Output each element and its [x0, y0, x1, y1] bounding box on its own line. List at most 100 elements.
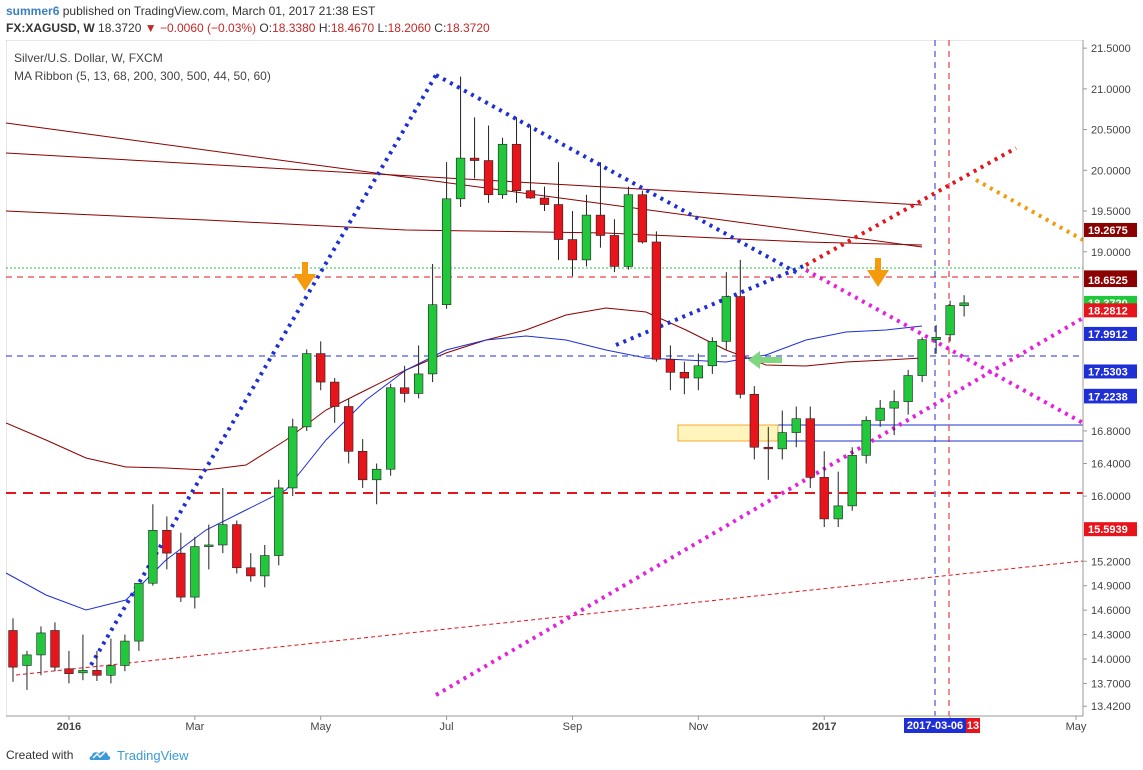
y-tick-label: 19.0000	[1091, 247, 1131, 259]
y-tick-label: 13.4200	[1091, 701, 1131, 713]
candle[interactable]	[134, 582, 144, 651]
candle[interactable]	[469, 117, 480, 179]
candle[interactable]	[931, 325, 941, 354]
candle-body	[106, 665, 116, 676]
candle[interactable]	[679, 361, 690, 395]
candle[interactable]	[819, 451, 829, 528]
candle[interactable]	[232, 520, 242, 574]
candle[interactable]	[777, 410, 787, 460]
candle[interactable]	[511, 117, 522, 203]
price-label: 19.2675	[1088, 225, 1128, 237]
candle[interactable]	[651, 231, 662, 362]
candle[interactable]	[497, 137, 508, 199]
candle[interactable]	[581, 194, 592, 267]
y-tick-label: 14.0000	[1091, 654, 1131, 666]
candle[interactable]	[483, 125, 494, 203]
candle[interactable]	[945, 300, 955, 342]
candle[interactable]	[917, 337, 927, 383]
candle[interactable]	[176, 532, 186, 602]
candle[interactable]	[330, 378, 340, 423]
candle[interactable]	[693, 353, 703, 391]
candle[interactable]	[78, 634, 88, 681]
tradingview-logo-icon[interactable]	[88, 744, 112, 764]
candle[interactable]	[805, 406, 815, 488]
price-chart[interactable]: Silver/U.S. Dollar, W, FXCM MA Ribbon (5…	[6, 40, 1143, 740]
candle[interactable]	[889, 390, 899, 436]
candle[interactable]	[427, 263, 438, 383]
candle[interactable]	[316, 341, 326, 391]
candle[interactable]	[162, 516, 172, 570]
candle[interactable]	[567, 211, 578, 277]
candle-body	[497, 143, 508, 196]
candle[interactable]	[903, 369, 913, 415]
candle[interactable]	[707, 337, 717, 374]
candle[interactable]	[763, 426, 773, 480]
candle[interactable]	[609, 219, 620, 273]
candle[interactable]	[441, 162, 452, 309]
candle-body	[637, 194, 648, 243]
candle[interactable]	[120, 634, 130, 672]
candle[interactable]	[22, 650, 32, 690]
candle[interactable]	[246, 553, 256, 582]
open-value: 18.3380	[272, 21, 316, 35]
chart-text: Silver/U.S. Dollar, W, FXCM MA Ribbon (5…	[14, 51, 271, 83]
y-tick-label: 16.4000	[1091, 459, 1131, 471]
candle[interactable]	[358, 439, 368, 488]
candle-body	[945, 305, 955, 336]
candle[interactable]	[875, 399, 885, 427]
candle[interactable]	[204, 524, 214, 570]
candle-body	[721, 296, 731, 342]
candle[interactable]	[525, 125, 536, 199]
candle[interactable]	[274, 479, 284, 566]
candle[interactable]	[190, 536, 200, 609]
candle[interactable]	[623, 186, 634, 270]
candle[interactable]	[260, 544, 270, 588]
candle[interactable]	[399, 365, 410, 403]
candle[interactable]	[833, 471, 843, 528]
demand-zone-box[interactable]	[677, 424, 779, 442]
indicator-label: MA Ribbon (5, 13, 68, 200, 300, 500, 44,…	[14, 69, 271, 83]
candle-body	[218, 524, 228, 546]
candle-body	[36, 632, 46, 656]
candle[interactable]	[218, 487, 228, 554]
candle[interactable]	[861, 416, 871, 464]
candle[interactable]	[539, 186, 550, 212]
candle[interactable]	[36, 626, 46, 676]
candle[interactable]	[413, 345, 424, 399]
chart-area[interactable]: Silver/U.S. Dollar, W, FXCM MA Ribbon (5…	[6, 40, 1143, 740]
candle[interactable]	[288, 418, 298, 497]
candle[interactable]	[386, 383, 396, 476]
candle[interactable]	[302, 349, 312, 431]
tradingview-link[interactable]: TradingView	[117, 748, 189, 763]
candle[interactable]	[92, 650, 102, 681]
candle-body	[22, 654, 32, 666]
candle-body	[707, 341, 717, 367]
candle[interactable]	[665, 345, 676, 391]
candle[interactable]	[344, 398, 354, 464]
candle-body	[441, 198, 452, 305]
date-label-box-red	[966, 718, 980, 733]
candle[interactable]	[595, 162, 606, 248]
candle[interactable]	[8, 618, 18, 682]
candle-body	[134, 582, 144, 642]
candle[interactable]	[106, 638, 116, 684]
candle-body	[372, 468, 382, 481]
candle[interactable]	[749, 386, 759, 460]
candle[interactable]	[64, 650, 74, 684]
candle[interactable]	[637, 190, 648, 244]
candle[interactable]	[721, 272, 731, 350]
candle-body	[693, 365, 703, 379]
candle[interactable]	[791, 406, 801, 448]
candle[interactable]	[847, 447, 857, 511]
candle[interactable]	[553, 162, 564, 260]
candle[interactable]	[50, 622, 60, 672]
candle-body	[204, 544, 214, 547]
candle[interactable]	[959, 295, 969, 317]
candle[interactable]	[455, 76, 466, 207]
candle-body	[931, 336, 941, 341]
candle[interactable]	[148, 504, 158, 586]
candle[interactable]	[735, 259, 745, 399]
candle[interactable]	[372, 463, 382, 505]
author-link[interactable]: summer6	[6, 4, 60, 18]
candle-body	[665, 358, 676, 373]
